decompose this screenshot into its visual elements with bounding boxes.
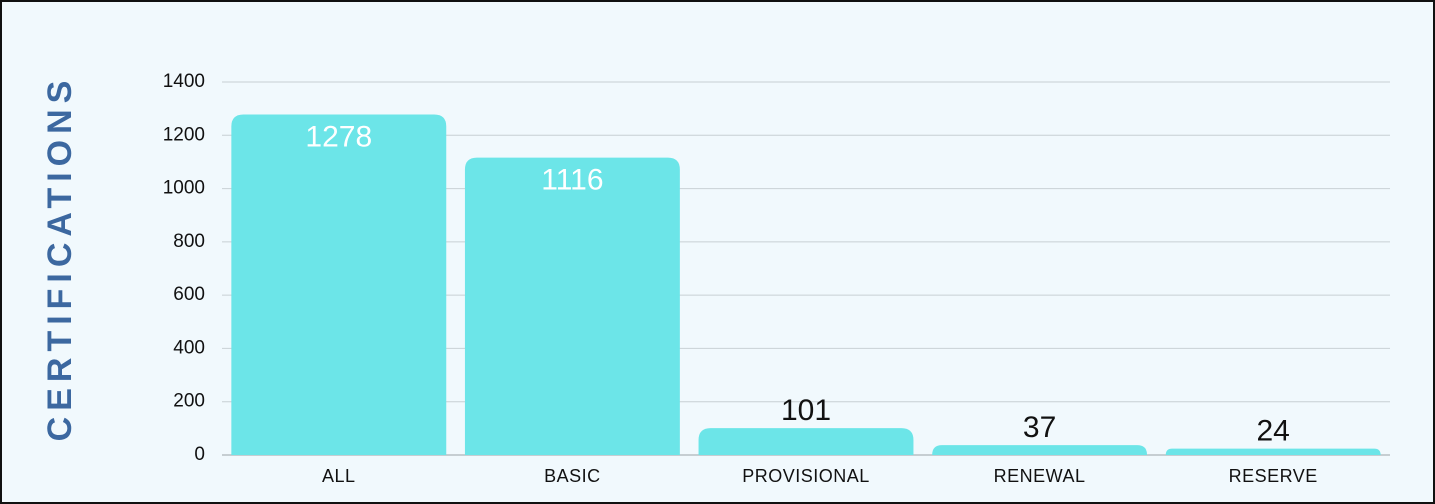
y-tick-label: 400	[173, 337, 205, 358]
x-tick-label: BASIC	[544, 466, 601, 486]
y-axis-title: CERTIFICATIONS	[41, 75, 79, 442]
y-tick-label: 1000	[163, 178, 205, 199]
bar	[464, 157, 680, 455]
y-tick-label: 0	[194, 444, 205, 465]
value-label: 24	[1257, 415, 1290, 448]
x-tick-label: ALL	[322, 466, 356, 486]
value-label: 1116	[541, 164, 603, 197]
x-tick-label: RESERVE	[1229, 466, 1318, 486]
y-tick-label: 600	[173, 284, 205, 305]
value-label: 101	[781, 394, 831, 427]
bar	[231, 114, 447, 456]
y-tick-label: 200	[173, 391, 205, 412]
y-tick-label: 1200	[163, 124, 205, 145]
bar	[932, 445, 1148, 455]
value-label: 1278	[305, 120, 372, 153]
bar	[698, 428, 914, 455]
x-tick-label: RENEWAL	[994, 466, 1086, 486]
y-tick-label: 1400	[163, 71, 205, 92]
y-tick-label: 800	[173, 231, 205, 252]
value-label: 37	[1023, 411, 1056, 444]
x-tick-label: PROVISIONAL	[742, 466, 870, 486]
bar	[1165, 448, 1381, 455]
